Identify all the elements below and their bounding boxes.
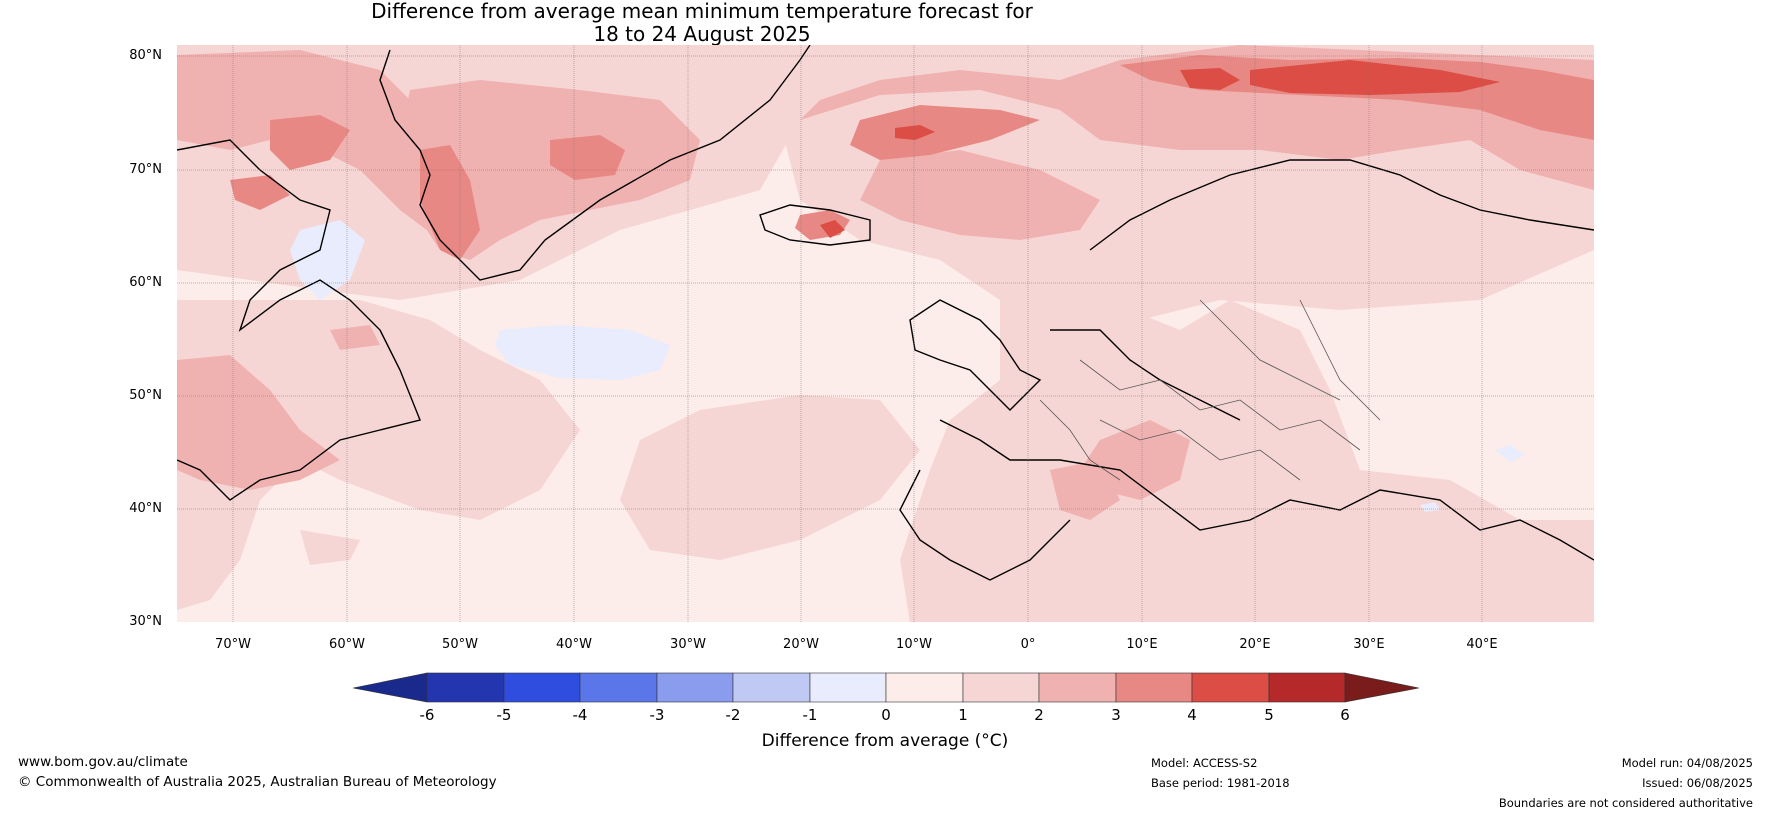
colorbar-tick-neg1: -1 <box>802 706 818 724</box>
colorbar-extend-max <box>1344 672 1420 703</box>
forecast-map <box>177 45 1594 622</box>
colorbar-bin-0-1 <box>885 672 964 703</box>
colorbar-tick-neg5: -5 <box>496 706 512 724</box>
lat-label-60n: 60°N <box>129 275 162 290</box>
colorbar-bin-neg1-0 <box>809 672 887 703</box>
colorbar-bin-5-6 <box>1268 672 1346 703</box>
lon-label-40e: 40°E <box>1466 637 1498 652</box>
colorbar-tick-neg6: -6 <box>419 706 435 724</box>
lat-label-70n: 70°N <box>129 162 162 177</box>
title-line-2: 18 to 24 August 2025 <box>593 22 811 46</box>
model-text: Model: ACCESS-S2 <box>1151 756 1258 770</box>
base-period-text: Base period: 1981-2018 <box>1151 776 1290 790</box>
colorbar-bin-neg4-neg3 <box>579 672 658 703</box>
coastlines <box>177 45 1594 581</box>
lon-label-0: 0° <box>1020 637 1036 652</box>
colorbar-tick-2: 2 <box>1034 706 1044 724</box>
colorbar-label: Difference from average (°C) <box>761 731 1009 751</box>
colorbar-bin-3-4 <box>1115 672 1193 703</box>
copyright-text: © Commonwealth of Australia 2025, Austra… <box>18 774 497 790</box>
lat-label-40n: 40°N <box>129 501 162 516</box>
disclaimer-text: Boundaries are not considered authoritat… <box>1498 796 1753 810</box>
colorbar-bin-2-3 <box>1038 672 1117 703</box>
lon-label-20e: 20°E <box>1239 637 1271 652</box>
colorbar-tick-4: 4 <box>1187 706 1197 724</box>
lat-label-50n: 50°N <box>129 388 162 403</box>
title-line-1: Difference from average mean minimum tem… <box>371 0 1033 23</box>
colorbar-bin-neg3-neg2 <box>656 672 734 703</box>
lon-label-50w: 50°W <box>442 637 478 652</box>
lon-label-10w: 10°W <box>896 637 932 652</box>
colorbar-tick-neg3: -3 <box>649 706 665 724</box>
lon-label-40w: 40°W <box>556 637 592 652</box>
colorbar-tick-neg2: -2 <box>725 706 741 724</box>
colorbar-tick-0: 0 <box>881 706 891 724</box>
map-title: Difference from average mean minimum tem… <box>0 0 1404 46</box>
lat-label-30n: 30°N <box>129 614 162 629</box>
anomaly-neg1-0-regions <box>290 220 1525 512</box>
colorbar-tick-5: 5 <box>1264 706 1274 724</box>
lon-label-60w: 60°W <box>329 637 365 652</box>
colorbar-bin-neg5-neg4 <box>503 672 581 703</box>
lon-label-20w: 20°W <box>783 637 819 652</box>
lon-label-10e: 10°E <box>1126 637 1158 652</box>
country-borders <box>1039 299 1381 481</box>
graticule <box>177 45 1594 622</box>
lon-label-30e: 30°E <box>1353 637 1385 652</box>
colorbar-tick-6: 6 <box>1340 706 1350 724</box>
colorbar-bin-1-2 <box>962 672 1040 703</box>
model-run-text: Model run: 04/08/2025 <box>1621 756 1753 770</box>
issued-text: Issued: 06/08/2025 <box>1642 776 1753 790</box>
lon-label-30w: 30°W <box>670 637 706 652</box>
anomaly-4-5-regions <box>820 60 1500 238</box>
colorbar-tick-1: 1 <box>958 706 968 724</box>
lon-label-70w: 70°W <box>215 637 251 652</box>
colorbar-extend-min <box>352 672 428 703</box>
colorbar-tick-3: 3 <box>1111 706 1121 724</box>
colorbar-bin-neg2-neg1 <box>732 672 811 703</box>
lat-label-80n: 80°N <box>129 48 162 63</box>
colorbar-bin-neg6-neg5 <box>426 672 505 703</box>
colorbar <box>352 672 1420 703</box>
colorbar-bin-4-5 <box>1191 672 1270 703</box>
website-link[interactable]: www.bom.gov.au/climate <box>18 754 188 770</box>
colorbar-tick-neg4: -4 <box>572 706 588 724</box>
